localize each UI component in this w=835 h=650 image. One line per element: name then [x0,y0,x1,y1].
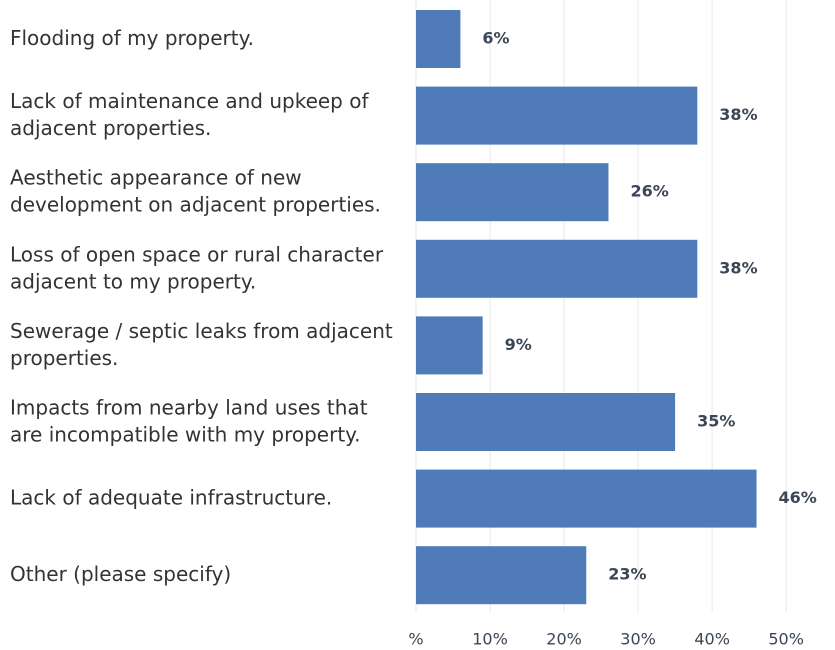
category-label: Other (please specify) [10,562,231,586]
bar [416,316,483,375]
category-line: Flooding of my property. [10,26,254,50]
category-line: adjacent properties. [10,116,211,140]
bar [416,393,676,451]
category-line: Lack of maintenance and upkeep of [10,89,369,113]
bar [416,546,587,605]
x-tick-label: % [408,630,423,649]
x-tick-label: 20% [546,630,582,649]
data-label: 26% [630,182,668,201]
category-label: Lack of maintenance and upkeep of adjacen… [10,89,369,140]
data-label: 6% [482,29,509,48]
category-label: Aesthetic appearance of new development o… [10,165,381,216]
data-label: 38% [719,258,757,277]
data-label: 38% [719,105,757,124]
category-label: Sewerage / septic leaks from adjacent pro… [10,318,393,369]
category-line: Sewerage / septic leaks from adjacent [10,318,393,342]
bar [416,10,461,68]
x-tick-label: 50% [768,630,804,649]
category-line: Other (please specify) [10,562,231,586]
x-tick-label: 10% [472,630,508,649]
bar [416,239,698,298]
category-label: Lack of adequate infrastructure. [10,485,332,509]
category-label: Flooding of my property. [10,26,254,50]
category-line: are incompatible with my property. [10,422,361,446]
x-tick-label: 40% [694,630,730,649]
category-line: Lack of adequate infrastructure. [10,485,332,509]
category-line: development on adjacent properties. [10,192,381,216]
category-label: Loss of open space or rural character adj… [10,242,384,293]
bar [416,469,757,528]
data-label: 46% [779,488,817,507]
category-line: Loss of open space or rural character [10,242,384,266]
category-line: Aesthetic appearance of new [10,165,302,189]
bar [416,163,609,222]
category-line: adjacent to my property. [10,269,256,293]
data-label: 9% [505,335,532,354]
x-tick-label: 30% [620,630,656,649]
data-label: 23% [608,565,646,584]
category-line: Impacts from nearby land uses that [10,395,368,419]
category-label: Impacts from nearby land uses that are in… [10,395,368,446]
category-line: properties. [10,345,118,369]
bar [416,86,698,145]
data-label: 35% [697,412,735,431]
